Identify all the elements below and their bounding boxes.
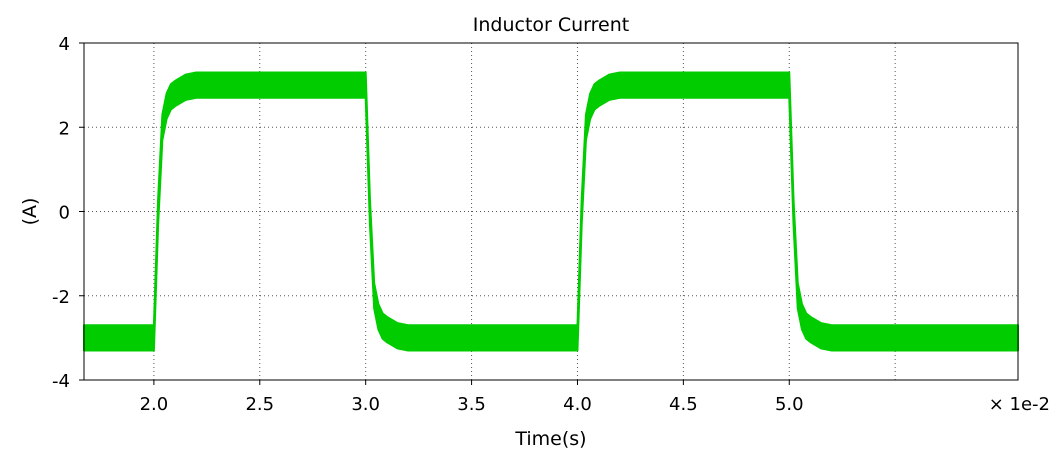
x-multiplier-label: × 1e-2 bbox=[989, 394, 1050, 415]
x-tick-label: 4.0 bbox=[563, 394, 592, 415]
tick-layer: 2.0 2.5 3.0 3.5 4.0 4.5 5.0 -4 -2 0 2 4 bbox=[52, 34, 804, 415]
x-tick-label: 3.5 bbox=[457, 394, 486, 415]
y-axis-title: (A) bbox=[19, 198, 41, 226]
y-tick-label: -2 bbox=[52, 287, 70, 308]
y-tick-label: 2 bbox=[59, 118, 70, 139]
y-tick-label: 4 bbox=[59, 34, 70, 55]
x-axis-title: Time(s) bbox=[514, 428, 586, 450]
chart-title: Inductor Current bbox=[473, 14, 629, 36]
y-tick-label: -4 bbox=[52, 371, 70, 392]
x-tick-label: 3.0 bbox=[351, 394, 380, 415]
x-tick-label: 2.0 bbox=[140, 394, 169, 415]
y-tick-label: 0 bbox=[59, 203, 70, 224]
x-tick-label: 2.5 bbox=[245, 394, 274, 415]
x-tick-label: 5.0 bbox=[775, 394, 804, 415]
x-tick-label: 4.5 bbox=[669, 394, 698, 415]
series-line bbox=[84, 84, 1018, 339]
plot-area bbox=[84, 43, 1018, 380]
